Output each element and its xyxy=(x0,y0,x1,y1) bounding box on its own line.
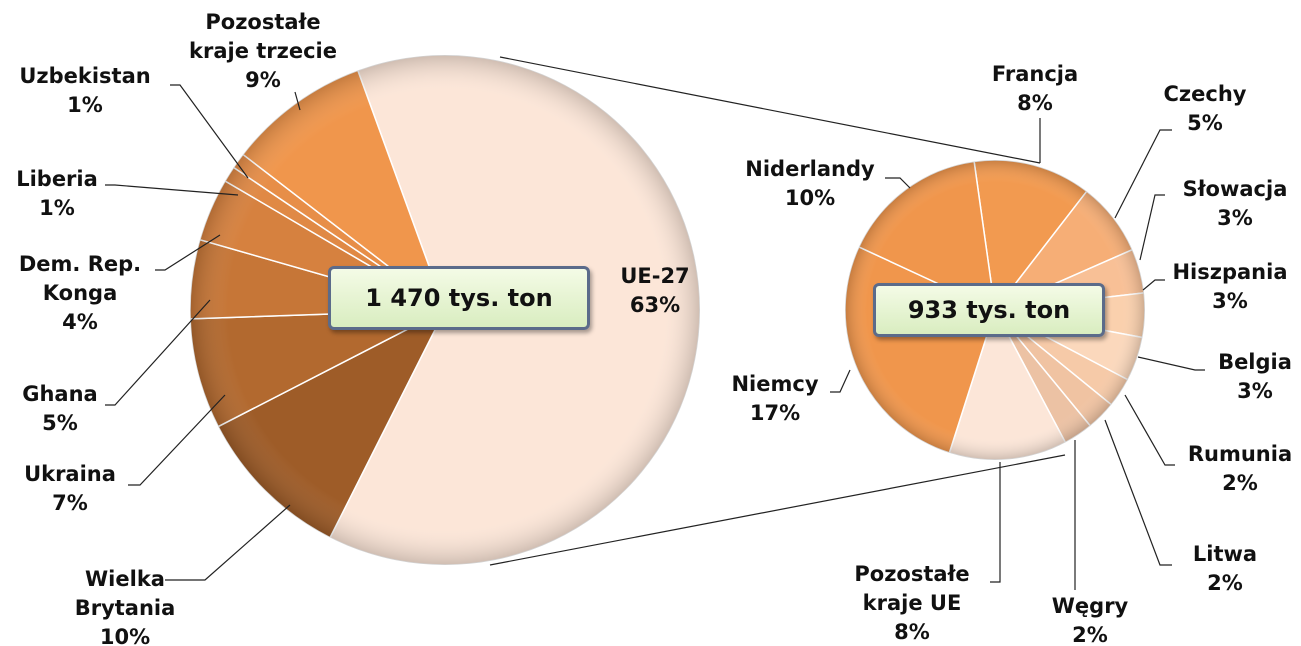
slice-percent: 4% xyxy=(62,310,98,334)
slice-name: Pozostałe kraje trzecie xyxy=(189,10,337,63)
slice-label: Niderlandy 10% xyxy=(730,155,890,213)
total-box: 1 470 tys. ton xyxy=(328,266,590,330)
slice-label: Niemcy 17% xyxy=(720,370,830,428)
leader-line xyxy=(1142,279,1165,291)
slice-name: Hiszpania xyxy=(1172,260,1288,284)
slice-percent: 17% xyxy=(749,401,801,425)
leader-line xyxy=(105,299,211,406)
slice-label: Rumunia 2% xyxy=(1175,440,1301,498)
slice-name: Dem. Rep. Konga xyxy=(18,252,142,305)
slice-name: Niemcy xyxy=(731,372,819,396)
slice-name: Francja xyxy=(991,62,1079,86)
slice-percent: 2% xyxy=(1207,571,1243,595)
slice-percent: 2% xyxy=(1222,471,1258,495)
slice-percent: 5% xyxy=(1187,111,1223,135)
slice-percent: 9% xyxy=(245,68,281,92)
slice-label: Uzbekistan 1% xyxy=(5,62,165,120)
leader-line xyxy=(1124,394,1175,466)
leader-line xyxy=(165,504,291,581)
leader-line xyxy=(1139,194,1165,261)
slice-label: Ghana 5% xyxy=(10,380,110,438)
leader-line xyxy=(830,369,851,393)
slice-name: Słowacja xyxy=(1182,177,1288,201)
slice-label: Francja 8% xyxy=(975,60,1095,118)
slice-percent: 1% xyxy=(39,196,75,220)
slice-name: Węgry xyxy=(1051,594,1129,618)
leader-line xyxy=(128,394,226,486)
slice-percent: 10% xyxy=(99,625,151,646)
slice-percent: 3% xyxy=(1217,206,1253,230)
slice-name: Czechy xyxy=(1163,82,1247,106)
slice-percent: 5% xyxy=(42,411,78,435)
slice-name: Niderlandy xyxy=(745,157,875,181)
slice-label: Wielka Brytania 10% xyxy=(50,565,200,646)
leader-line xyxy=(170,84,249,179)
slice-percent: 63% xyxy=(629,293,681,317)
leader-line xyxy=(885,177,911,189)
slice-name: Uzbekistan xyxy=(19,64,151,88)
slice-name: Ukraina xyxy=(24,462,116,486)
slice-name: Pozostałe kraje UE xyxy=(854,562,970,615)
total-box: 933 tys. ton xyxy=(873,283,1105,337)
slice-label: Liberia 1% xyxy=(2,165,112,223)
slice-label: Dem. Rep. Konga 4% xyxy=(0,250,160,337)
leader-line xyxy=(1104,419,1172,566)
slice-percent: 8% xyxy=(894,620,930,644)
slice-name: Belgia xyxy=(1218,350,1292,374)
slice-percent: 7% xyxy=(52,491,88,515)
slice-name: Liberia xyxy=(16,167,98,191)
slice-name: Rumunia xyxy=(1187,442,1293,466)
slice-label: Litwa 2% xyxy=(1175,540,1275,598)
slice-label: Ukraina 7% xyxy=(5,460,135,518)
slice-label: Pozostałe kraje UE 8% xyxy=(837,560,987,646)
slice-label: Belgia 3% xyxy=(1205,348,1301,406)
leader-line xyxy=(105,184,239,196)
leader-line xyxy=(1137,356,1205,371)
slice-percent: 3% xyxy=(1237,379,1273,403)
slice-name: Litwa xyxy=(1192,542,1258,566)
leader-line xyxy=(155,234,221,271)
slice-label: Słowacja 3% xyxy=(1170,175,1300,233)
slice-label: Węgry 2% xyxy=(1035,592,1145,646)
slice-name: Wielka Brytania xyxy=(74,567,176,620)
leader-line xyxy=(1114,129,1172,219)
slice-name: UE-27 xyxy=(620,264,690,288)
slice-percent: 8% xyxy=(1017,91,1053,115)
slice-percent: 1% xyxy=(67,93,103,117)
slice-label: Pozostałe kraje trzecie 9% xyxy=(183,8,343,95)
leader-line xyxy=(294,91,301,111)
leader-line xyxy=(990,462,1001,583)
slice-percent: 3% xyxy=(1212,289,1248,313)
slice-label: UE-27 63% xyxy=(600,262,710,320)
slice-name: Ghana xyxy=(22,382,98,406)
slice-label: Hiszpania 3% xyxy=(1160,258,1300,316)
slice-label: Czechy 5% xyxy=(1145,80,1265,138)
slice-percent: 2% xyxy=(1072,623,1108,646)
slice-percent: 10% xyxy=(784,186,836,210)
